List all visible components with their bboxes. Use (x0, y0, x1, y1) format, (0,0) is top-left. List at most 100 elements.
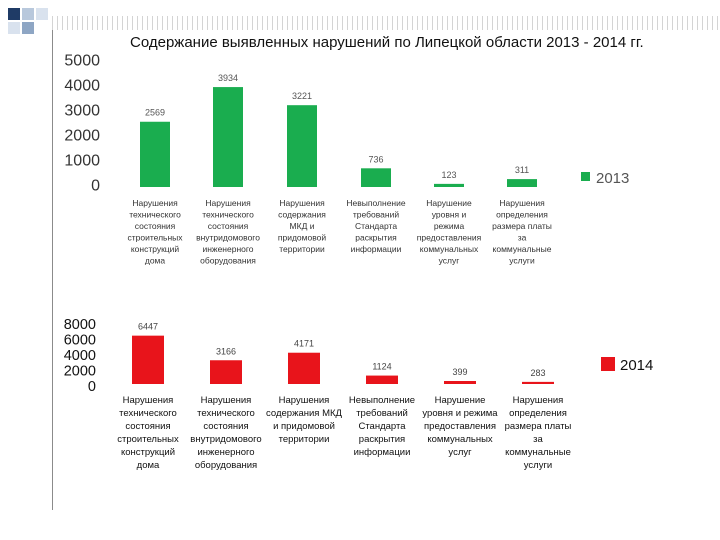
category-label: внутридомового (196, 233, 260, 243)
y-tick-label: 0 (91, 178, 100, 195)
category-label: Нарушение (426, 198, 472, 208)
left-rule (52, 30, 53, 510)
category-label: услуг (439, 256, 460, 266)
decor-square (36, 8, 48, 20)
legend-swatch (601, 357, 615, 371)
chart-title: Содержание выявленных нарушений по Липец… (130, 34, 644, 51)
category-label: дома (137, 460, 160, 471)
y-tick-label: 1000 (64, 153, 100, 170)
category-label: информации (354, 447, 411, 458)
category-label: состояния (125, 421, 170, 432)
category-label: коммунальных (427, 434, 493, 445)
legend-label: 2014 (620, 357, 653, 374)
bar-2014 (522, 381, 554, 384)
y-tick-label: 0 (88, 379, 96, 395)
category-label: коммунальные (505, 447, 571, 458)
legend-label: 2013 (596, 170, 629, 187)
category-label: придомовой (278, 233, 326, 243)
category-label: размера платы (505, 421, 572, 432)
bar-2014 (444, 381, 476, 384)
category-label: содержания (278, 210, 326, 220)
category-label: Нарушения (279, 395, 330, 406)
category-label: состояния (203, 421, 248, 432)
data-label: 399 (452, 367, 467, 377)
category-label: территории (279, 434, 330, 445)
decor-square (22, 22, 34, 34)
category-label: раскрытия (359, 434, 405, 445)
data-label: 311 (515, 165, 529, 175)
category-label: оборудования (200, 256, 256, 266)
bar-2013 (140, 121, 170, 187)
category-label: инженерного (202, 244, 253, 254)
bar-2014 (132, 335, 164, 384)
data-label: 3221 (292, 91, 312, 101)
category-label: режима (434, 221, 465, 231)
data-label: 3166 (216, 346, 236, 356)
category-label: информации (351, 244, 402, 254)
category-label: содержания МКД (266, 408, 342, 419)
category-label: за (518, 233, 527, 243)
category-label: дома (145, 256, 166, 266)
category-label: услуги (509, 256, 535, 266)
category-label: технического (197, 408, 255, 419)
category-label: оборудования (195, 460, 257, 471)
category-label: Стандарта (355, 221, 397, 231)
bar-2013 (213, 87, 243, 187)
bar-2014 (366, 375, 398, 384)
category-label: Нарушения (499, 198, 545, 208)
category-label: уровня и режима (422, 408, 498, 419)
y-tick-label: 2000 (64, 364, 96, 380)
category-label: и придомовой (273, 421, 335, 432)
y-tick-label: 4000 (64, 348, 96, 364)
category-label: состояния (208, 221, 249, 231)
y-tick-label: 5000 (64, 53, 100, 70)
category-label: услуги (524, 460, 552, 471)
category-label: конструкций (121, 447, 175, 458)
data-label: 6447 (138, 322, 158, 332)
category-label: МКД и (290, 221, 315, 231)
bar-2013 (287, 105, 317, 187)
bar-2013 (361, 168, 391, 187)
category-label: предоставления (424, 421, 496, 432)
header-rule (52, 16, 720, 30)
category-label: коммунальные (493, 244, 552, 254)
category-label: Нарушения (279, 198, 325, 208)
category-label: Невыполнение (346, 198, 405, 208)
data-label: 123 (441, 170, 456, 180)
bar-2014 (210, 360, 242, 384)
category-label: строительных (117, 434, 179, 445)
category-label: строительных (127, 233, 183, 243)
category-label: Нарушения (123, 395, 174, 406)
data-label: 4171 (294, 339, 314, 349)
y-tick-label: 2000 (64, 128, 100, 145)
data-label: 283 (530, 368, 545, 378)
category-label: Нарушения (205, 198, 251, 208)
category-label: территории (279, 244, 325, 254)
category-label: конструкций (131, 244, 180, 254)
category-label: Нарушения (201, 395, 252, 406)
y-tick-label: 4000 (64, 78, 100, 95)
data-label: 1124 (372, 362, 391, 372)
category-label: Нарушения (513, 395, 564, 406)
category-label: Нарушения (132, 198, 178, 208)
category-label: внутридомового (190, 434, 261, 445)
decor-square (8, 22, 20, 34)
y-tick-label: 8000 (64, 317, 96, 333)
decor-square (8, 8, 20, 20)
decor-square (22, 8, 34, 20)
category-label: инженерного (197, 447, 254, 458)
category-label: технического (202, 210, 254, 220)
category-label: технического (129, 210, 181, 220)
data-label: 736 (368, 154, 383, 164)
category-label: за (533, 434, 543, 445)
category-label: требований (353, 210, 399, 220)
bar-2013 (507, 179, 537, 187)
y-tick-label: 3000 (64, 103, 100, 120)
category-label: коммунальных (420, 244, 479, 254)
y-tick-label: 6000 (64, 333, 96, 349)
category-label: определения (509, 408, 567, 419)
category-label: раскрытия (355, 233, 397, 243)
category-label: Невыполнение (349, 395, 415, 406)
bar-2014 (288, 352, 320, 384)
